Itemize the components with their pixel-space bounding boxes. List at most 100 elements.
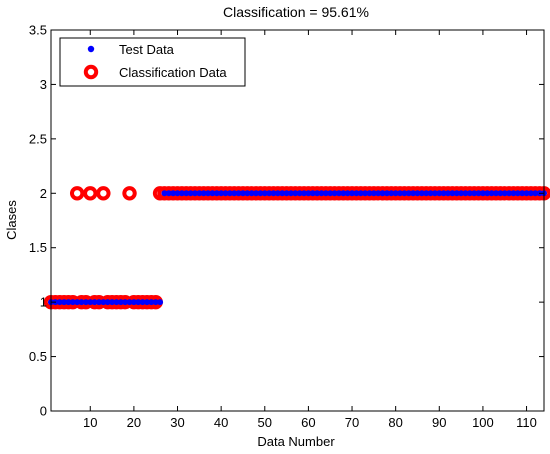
- y-tick-label: 1.5: [29, 240, 47, 255]
- test-data-point: [109, 299, 116, 306]
- test-data-point: [427, 190, 434, 197]
- x-tick-label: 90: [432, 415, 446, 430]
- test-data-point: [475, 190, 482, 197]
- test-data-point: [191, 190, 198, 197]
- test-data-point: [335, 190, 342, 197]
- test-data-point: [261, 190, 268, 197]
- test-data-point: [65, 299, 72, 306]
- plot-background: [51, 30, 544, 411]
- test-data-point: [392, 190, 399, 197]
- test-data-point: [226, 190, 233, 197]
- y-tick-label: 2.5: [29, 131, 47, 146]
- x-tick-label: 70: [345, 415, 359, 430]
- test-data-point: [318, 190, 325, 197]
- test-data-point: [222, 190, 229, 197]
- test-data-point: [340, 190, 347, 197]
- x-tick-label: 100: [472, 415, 494, 430]
- test-data-point: [383, 190, 390, 197]
- test-data-point: [453, 190, 460, 197]
- test-data-point: [270, 190, 277, 197]
- classification-data-point: [83, 186, 98, 201]
- test-data-point: [209, 190, 216, 197]
- test-data-point: [458, 190, 465, 197]
- test-data-point: [235, 190, 242, 197]
- classification-data-point: [96, 186, 111, 201]
- test-data-point: [143, 299, 150, 306]
- test-data-point: [484, 190, 491, 197]
- test-data-point: [410, 190, 417, 197]
- x-axis-label: Data Number: [257, 434, 335, 449]
- test-data-point: [257, 190, 264, 197]
- x-tick-label: 50: [258, 415, 272, 430]
- test-data-point: [218, 190, 225, 197]
- legend-test-data-marker: [87, 45, 95, 53]
- test-data-point: [244, 190, 251, 197]
- y-tick-label: 2: [40, 186, 47, 201]
- test-data-point: [519, 190, 526, 197]
- test-data-point: [165, 190, 172, 197]
- test-data-point: [397, 190, 404, 197]
- test-data-point: [506, 190, 513, 197]
- x-tick-label: 20: [127, 415, 141, 430]
- test-data-point: [87, 299, 94, 306]
- test-data-point: [471, 190, 478, 197]
- test-data-point: [95, 299, 102, 306]
- classification-data-point: [69, 186, 85, 201]
- test-data-point: [401, 190, 408, 197]
- test-data-point: [287, 190, 294, 197]
- test-data-point: [532, 190, 539, 197]
- test-data-point: [366, 190, 373, 197]
- test-data-point: [196, 190, 203, 197]
- test-data-point: [405, 190, 412, 197]
- test-data-point: [344, 190, 351, 197]
- test-data-point: [266, 190, 273, 197]
- axes-frame: [50, 29, 545, 412]
- test-data-point: [126, 299, 133, 306]
- legend: Test Data Classification Data: [59, 37, 246, 87]
- y-tick-label: 0: [40, 404, 47, 419]
- test-data-point: [161, 190, 168, 197]
- test-data-point: [388, 190, 395, 197]
- test-data-point: [370, 190, 377, 197]
- test-data-point: [183, 190, 190, 197]
- test-data-point: [78, 299, 85, 306]
- test-data-point: [353, 190, 360, 197]
- test-data-point: [305, 190, 312, 197]
- test-data-point: [423, 190, 430, 197]
- test-data-point: [279, 190, 286, 197]
- test-data-point: [445, 190, 452, 197]
- test-data-point: [296, 190, 303, 197]
- test-data-point: [309, 190, 316, 197]
- test-data-point: [440, 190, 447, 197]
- test-data-point: [91, 299, 98, 306]
- test-data-point: [117, 299, 124, 306]
- test-data-point: [514, 190, 521, 197]
- legend-classification-data-label: Classification Data: [119, 65, 227, 80]
- test-data-point: [301, 190, 308, 197]
- test-data-point: [349, 190, 356, 197]
- test-data-point: [414, 190, 421, 197]
- test-data-point: [248, 190, 255, 197]
- test-data-point: [314, 190, 321, 197]
- test-data-point: [174, 190, 181, 197]
- test-data-point: [122, 299, 129, 306]
- test-data-point: [157, 299, 164, 306]
- x-tick-label: 40: [214, 415, 228, 430]
- test-data-point: [178, 190, 185, 197]
- test-data-point: [466, 190, 473, 197]
- test-data-point: [152, 299, 159, 306]
- test-data-point: [375, 190, 382, 197]
- test-data-point: [82, 299, 89, 306]
- test-data-point: [449, 190, 456, 197]
- legend-test-data-label: Test Data: [119, 42, 175, 57]
- test-data-point: [274, 190, 281, 197]
- test-data-point: [493, 190, 500, 197]
- test-data-point: [331, 190, 338, 197]
- y-tick-label: 0.5: [29, 349, 47, 364]
- test-data-point: [69, 299, 76, 306]
- test-data-point: [479, 190, 486, 197]
- x-tick-label: 30: [170, 415, 184, 430]
- y-tick-label: 3: [40, 77, 47, 92]
- test-data-point: [100, 299, 107, 306]
